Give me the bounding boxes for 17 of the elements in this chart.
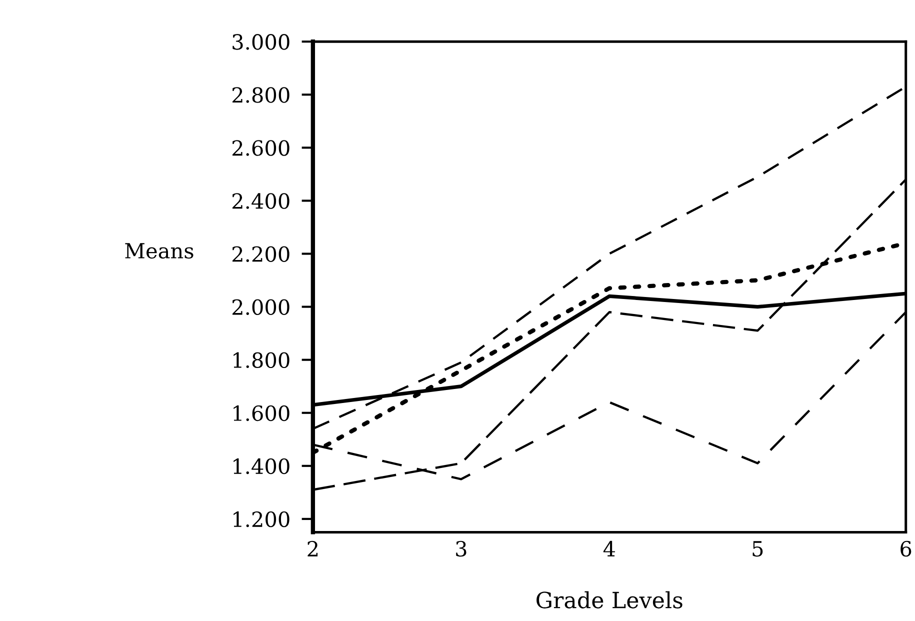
y-tick-label: 2.200 xyxy=(232,246,290,262)
y-tick-label: 1.400 xyxy=(234,458,290,474)
y-tick-label: 1.200 xyxy=(234,511,290,528)
x-tick-label: 6 xyxy=(900,540,912,557)
y-axis-title: Means xyxy=(125,243,194,259)
x-tick-label: 3 xyxy=(456,540,466,557)
x-tick-label: 2 xyxy=(308,540,318,556)
x-tick-label: 4 xyxy=(603,540,615,556)
y-tick-label: 3.000 xyxy=(232,34,290,50)
y-tick-label: 1.800 xyxy=(234,352,290,368)
x-tick-label: 5 xyxy=(752,541,763,557)
y-tick-label: 2.800 xyxy=(232,87,290,103)
y-tick-label: 2.600 xyxy=(232,140,290,156)
x-axis-title: Grade Levels xyxy=(536,591,682,608)
y-tick-label: 2.000 xyxy=(232,299,290,315)
y-tick-label: 1.600 xyxy=(234,405,290,422)
y-tick-label: 2.400 xyxy=(232,193,290,209)
